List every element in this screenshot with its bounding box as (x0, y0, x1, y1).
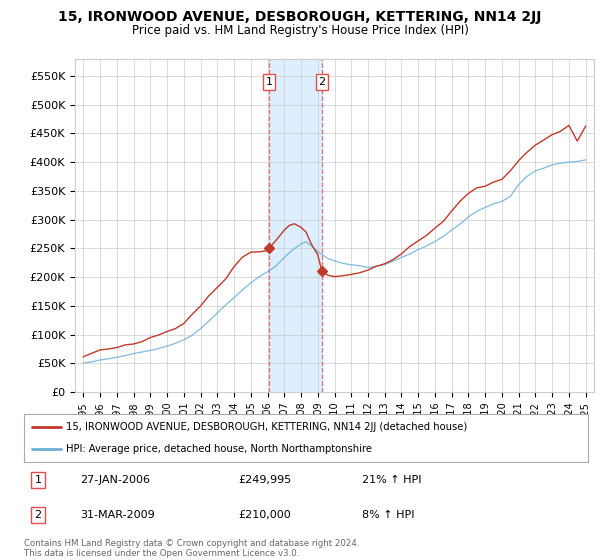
Text: 15, IRONWOOD AVENUE, DESBOROUGH, KETTERING, NN14 2JJ: 15, IRONWOOD AVENUE, DESBOROUGH, KETTERI… (58, 10, 542, 24)
Text: 2: 2 (319, 77, 326, 87)
Bar (269, 59, 322, 392)
Text: 1: 1 (265, 77, 272, 87)
Text: Price paid vs. HM Land Registry's House Price Index (HPI): Price paid vs. HM Land Registry's House … (131, 24, 469, 36)
Text: £249,995: £249,995 (238, 475, 292, 485)
Text: 2: 2 (35, 510, 41, 520)
Text: 15, IRONWOOD AVENUE, DESBOROUGH, KETTERING, NN14 2JJ (detached house): 15, IRONWOOD AVENUE, DESBOROUGH, KETTERI… (66, 422, 467, 432)
Text: £210,000: £210,000 (238, 510, 291, 520)
Text: 8% ↑ HPI: 8% ↑ HPI (362, 510, 415, 520)
Text: 27-JAN-2006: 27-JAN-2006 (80, 475, 151, 485)
Text: HPI: Average price, detached house, North Northamptonshire: HPI: Average price, detached house, Nort… (66, 444, 372, 454)
Text: 1: 1 (35, 475, 41, 485)
Text: Contains HM Land Registry data © Crown copyright and database right 2024.
This d: Contains HM Land Registry data © Crown c… (24, 539, 359, 558)
Text: 21% ↑ HPI: 21% ↑ HPI (362, 475, 422, 485)
Text: 31-MAR-2009: 31-MAR-2009 (80, 510, 155, 520)
